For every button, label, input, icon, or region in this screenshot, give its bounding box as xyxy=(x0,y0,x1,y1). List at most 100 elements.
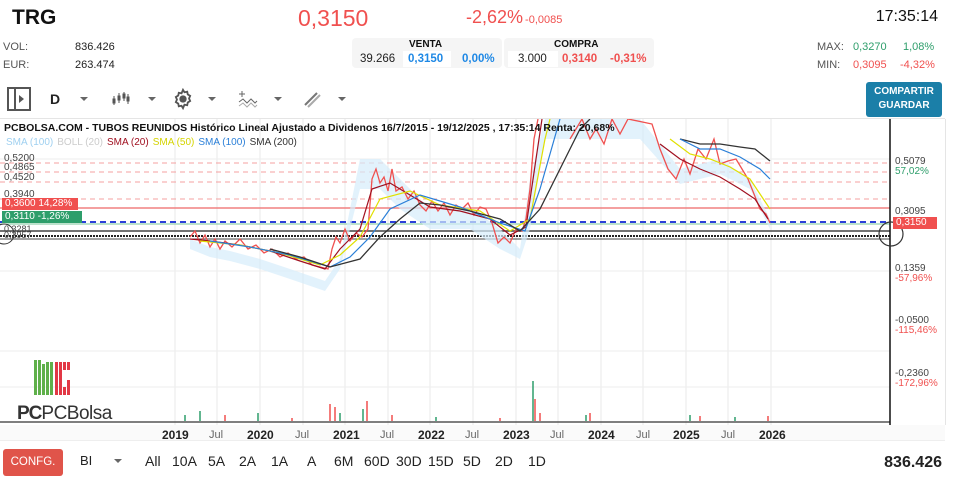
chevron-down-icon xyxy=(274,97,282,101)
level-tag-resistance: 0,3600 14,28% xyxy=(2,198,78,210)
x-tick: 2022 xyxy=(418,428,445,442)
legend-sma100[interactable]: SMA (100) xyxy=(198,137,246,148)
min-pct: -4,32% xyxy=(900,59,935,71)
period-a[interactable]: A xyxy=(307,453,317,469)
y-axis-label: 0,3095 xyxy=(895,206,926,217)
legend-sma50[interactable]: SMA (50) xyxy=(152,137,195,148)
min-label: MIN: xyxy=(817,59,841,71)
chevron-down-icon xyxy=(208,97,216,101)
indicator-icon xyxy=(238,91,258,108)
gear-icon xyxy=(174,88,192,110)
config-button[interactable]: CONFG. xyxy=(3,449,63,476)
x-tick: Jul xyxy=(295,429,310,441)
pencil-icon xyxy=(304,92,321,108)
share-save-button[interactable]: COMPARTIR GUARDAR xyxy=(866,82,942,117)
drawing-dropdown[interactable] xyxy=(302,87,346,111)
period-1a[interactable]: 1A xyxy=(271,453,289,469)
compra-price: 0,3140 xyxy=(562,53,598,65)
venta-price: 0,3150 xyxy=(408,53,444,65)
x-tick: 2023 xyxy=(503,428,530,442)
volume-total: 836.426 xyxy=(884,454,942,471)
chevron-down-icon xyxy=(338,97,346,101)
share-label: COMPARTIR xyxy=(874,86,934,97)
legend-sma100-band[interactable]: SMA (100) xyxy=(6,137,54,148)
y-axis-pct: 57,02% xyxy=(895,166,929,177)
period-30d[interactable]: 30D xyxy=(396,453,422,469)
pcbolsa-logo xyxy=(34,360,70,395)
y-axis-label: 0,1359 xyxy=(895,263,926,274)
indicators-dropdown[interactable] xyxy=(238,87,282,111)
clock: 17:35:14 xyxy=(875,8,938,25)
y-axis-pct: -57,96% xyxy=(895,273,933,284)
indicator-legend: SMA (100) BOLL (20) SMA (20) SMA (50) SMA (1… xyxy=(6,137,301,148)
vol-label: VOL: xyxy=(3,41,29,53)
level-tag-support: 0,3110 -1,26% xyxy=(2,211,82,223)
max-label: MAX: xyxy=(817,41,844,53)
period-15d[interactable]: 15D xyxy=(428,453,454,469)
chevron-down-icon xyxy=(114,458,123,463)
venta-label: VENTA xyxy=(409,39,443,50)
x-tick: 2025 xyxy=(673,428,700,442)
compra-box: COMPRA 3.000 0,3140 -0,31% xyxy=(504,38,654,68)
interval-dropdown[interactable]: D xyxy=(50,87,89,111)
scale-value: BI xyxy=(80,453,93,468)
x-tick: 2020 xyxy=(247,428,274,442)
x-tick: 2021 xyxy=(333,428,360,442)
compra-label: COMPRA xyxy=(554,39,599,50)
price-chart[interactable] xyxy=(0,119,945,425)
level-label: 0,5200 xyxy=(4,153,35,164)
save-label: GUARDAR xyxy=(878,100,930,111)
chart-type-dropdown[interactable] xyxy=(112,87,156,111)
interval-value: D xyxy=(50,91,61,107)
venta-box: VENTA 39.266 0,3150 0,00% xyxy=(352,38,502,68)
change-pct: -2,62% xyxy=(466,7,524,27)
ticker-symbol: TRG xyxy=(12,6,57,29)
y-axis-label: 0,5079 xyxy=(895,156,926,167)
period-10a[interactable]: 10A xyxy=(172,453,197,469)
legend-sma20[interactable]: SMA (20) xyxy=(107,137,149,148)
venta-qty: 39.266 xyxy=(360,53,396,65)
scale-dropdown[interactable]: BI xyxy=(80,453,123,468)
max-value: 0,3270 xyxy=(853,41,887,53)
price-change: -2,62% -0,0085 xyxy=(466,7,562,28)
chart-title: PCBOLSA.COM - TUBOS REUNIDOS Histórico L… xyxy=(4,122,615,134)
eur-label: EUR: xyxy=(3,59,30,71)
last-price-tag: 0,3150 xyxy=(893,217,937,229)
eur-value: 263.474 xyxy=(75,59,115,71)
watermark-text: PCPCBolsa xyxy=(17,403,112,424)
max-pct: 1,08% xyxy=(903,41,935,53)
x-tick: 2026 xyxy=(759,428,786,442)
legend-sma200[interactable]: SMA (200) xyxy=(249,137,297,148)
x-tick: Jul xyxy=(465,429,480,441)
panel-toggle-button[interactable] xyxy=(7,87,31,111)
vol-value: 836.426 xyxy=(75,41,115,53)
settings-dropdown[interactable] xyxy=(172,87,216,111)
y-axis-label: -0,2360 xyxy=(895,368,929,379)
period-2d[interactable]: 2D xyxy=(495,453,513,469)
x-tick: 2024 xyxy=(588,428,615,442)
level-label: 0,4520 xyxy=(4,172,35,183)
level-label: 0,4865 xyxy=(4,162,35,173)
period-6m[interactable]: 6M xyxy=(334,453,354,469)
change-abs: -0,0085 xyxy=(525,14,563,26)
x-tick: Jul xyxy=(209,429,224,441)
y-axis-pct: -172,96% xyxy=(895,378,938,389)
compra-qty: 3.000 xyxy=(518,53,547,65)
period-5a[interactable]: 5A xyxy=(208,453,226,469)
period-60d[interactable]: 60D xyxy=(364,453,390,469)
legend-boll20[interactable]: BOLL (20) xyxy=(57,137,104,148)
x-tick: Jul xyxy=(636,429,651,441)
x-tick: 2019 xyxy=(162,428,189,442)
period-5d[interactable]: 5D xyxy=(463,453,481,469)
level-label: 0,3281 xyxy=(4,224,32,234)
y-axis-label: -0,0500 xyxy=(895,315,929,326)
level-label: 0,2957 xyxy=(4,230,32,240)
period-1d[interactable]: 1D xyxy=(528,453,546,469)
period-all[interactable]: All xyxy=(145,453,161,469)
x-tick: Jul xyxy=(721,429,736,441)
period-2a[interactable]: 2A xyxy=(239,453,257,469)
min-value: 0,3095 xyxy=(853,59,887,71)
chevron-down-icon xyxy=(148,97,156,101)
venta-pct: 0,00% xyxy=(462,53,495,65)
y-axis-pct: -115,46% xyxy=(895,325,938,336)
